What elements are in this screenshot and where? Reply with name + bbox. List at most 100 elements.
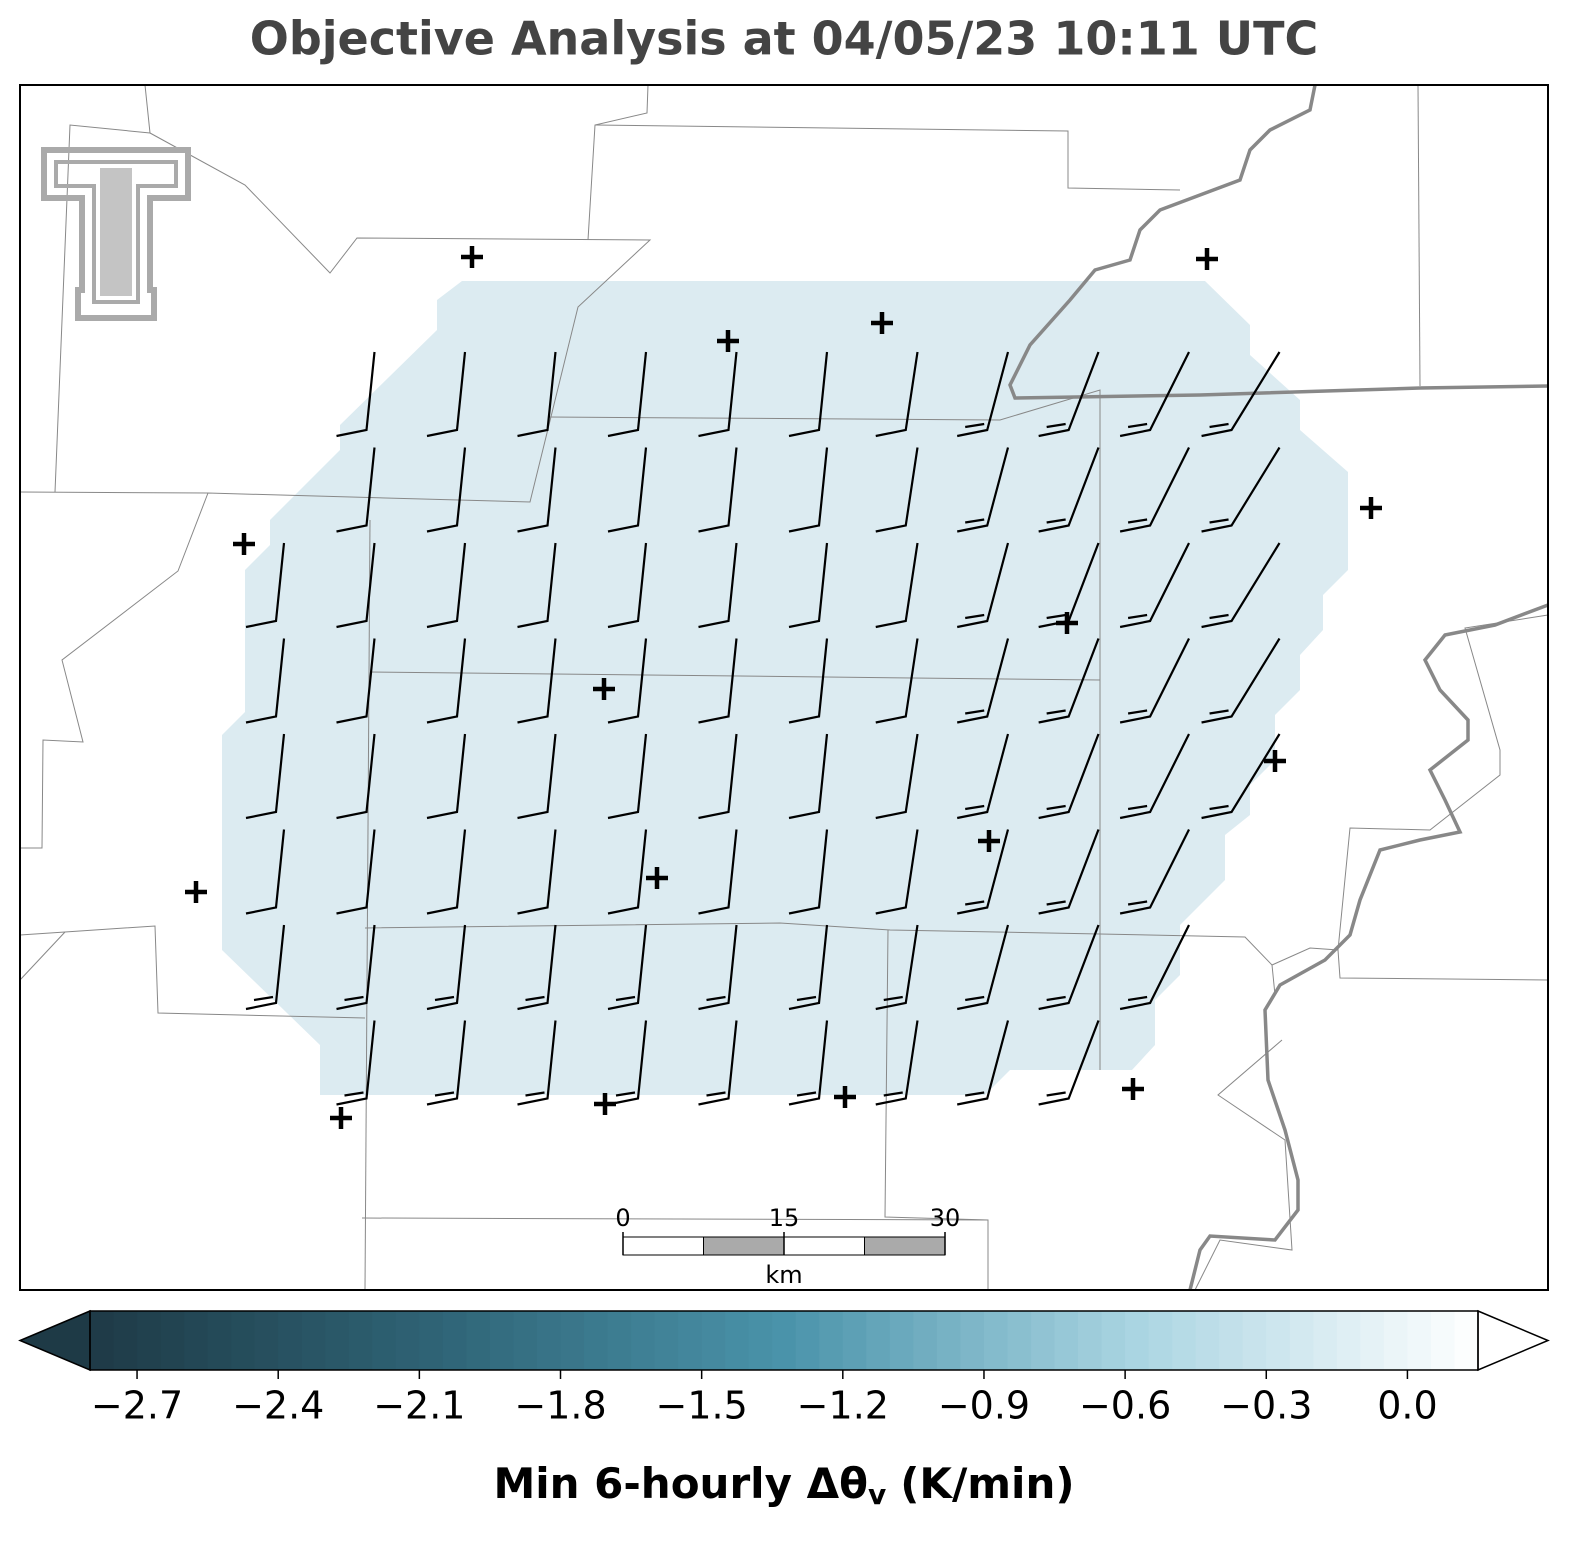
colorbar-step	[1336, 1311, 1361, 1370]
wind-barb	[956, 733, 1010, 820]
colorbar-step	[889, 1311, 914, 1370]
wind-barb	[1119, 351, 1190, 438]
station-markers	[185, 246, 1382, 1129]
scale-segment	[783, 1236, 865, 1256]
colorbar-step	[1031, 1311, 1056, 1370]
wind-barb	[956, 542, 1010, 629]
colorbar-step	[654, 1311, 679, 1370]
station-marker	[461, 246, 483, 268]
wind-barb	[336, 351, 376, 438]
colorbar-step	[325, 1311, 350, 1370]
wind-barbs	[245, 351, 1281, 1106]
wind-barb	[788, 542, 829, 629]
wind-barb	[336, 542, 376, 629]
colorbar-tick-label: 0.0	[1377, 1384, 1437, 1428]
wind-barb	[875, 924, 919, 1011]
colorbar-step	[1407, 1311, 1432, 1370]
scale-segment	[703, 1236, 785, 1256]
colorbar-label: Min 6-hourly Δθv (K/min)	[493, 1459, 1074, 1512]
colorbar-step	[1219, 1311, 1244, 1370]
wind-barb	[1038, 924, 1100, 1011]
wind-barb	[788, 1020, 829, 1106]
wind-barb	[517, 638, 557, 724]
wind-barb	[1201, 446, 1281, 533]
map: 0 15 30 km	[20, 85, 1548, 1290]
logo	[41, 147, 191, 321]
colorbar-tick-label: −1.2	[797, 1384, 889, 1428]
wind-barb	[698, 351, 738, 438]
wind-barb	[788, 733, 829, 820]
colorbar-step	[1454, 1311, 1479, 1370]
wind-barb	[875, 638, 919, 724]
colorbar-step	[584, 1311, 609, 1370]
wind-barb	[875, 542, 919, 629]
colorbar-step	[1289, 1311, 1314, 1370]
wind-barb	[788, 829, 829, 915]
colorbar-step	[1007, 1311, 1032, 1370]
wind-barb	[698, 638, 738, 724]
wind-barb	[1119, 924, 1190, 1011]
scale-tick-label: 0	[615, 1204, 630, 1232]
station-marker	[185, 881, 207, 903]
colorbar-step	[1430, 1311, 1456, 1370]
wind-barb	[607, 1020, 648, 1106]
colorbar-step	[1313, 1311, 1338, 1370]
wind-barb	[788, 924, 829, 1011]
scale-tick-label: 30	[930, 1204, 961, 1232]
wind-barb	[1038, 1020, 1100, 1106]
wind-barb	[517, 542, 557, 629]
wind-barb	[426, 542, 467, 629]
colorbar-step	[1242, 1311, 1267, 1370]
colorbar-step	[748, 1311, 773, 1370]
label-subscript: v	[868, 1478, 886, 1511]
colorbar-step	[866, 1311, 891, 1370]
colorbar-step	[207, 1311, 232, 1370]
wind-barb	[426, 351, 467, 438]
colorbar-step	[489, 1311, 515, 1370]
colorbar-step	[1266, 1311, 1291, 1370]
wind-barb	[607, 351, 648, 438]
colorbar-step	[983, 1311, 1009, 1370]
wind-barb	[1038, 351, 1100, 438]
colorbar-tick-label: −0.6	[1079, 1384, 1171, 1428]
station-marker	[233, 533, 255, 555]
station-marker	[594, 1093, 616, 1115]
wind-barb	[956, 447, 1010, 533]
wind-barb	[875, 1020, 919, 1106]
wind-barb	[517, 924, 557, 1011]
colorbar-step	[678, 1311, 703, 1370]
station-marker	[646, 867, 668, 889]
colorbar-step	[278, 1311, 303, 1370]
colorbar-tick-label: −0.3	[1220, 1384, 1312, 1428]
wind-barb	[1038, 638, 1100, 724]
scale-segment	[864, 1236, 946, 1256]
scale-unit: km	[765, 1261, 802, 1289]
colorbar-step	[90, 1311, 115, 1370]
wind-barb	[336, 733, 376, 820]
colorbar-step	[936, 1311, 962, 1370]
colorbar-step	[1148, 1311, 1173, 1370]
colorbar-step	[419, 1311, 444, 1370]
rivers	[1008, 85, 1548, 1290]
station-marker	[717, 330, 739, 352]
map-frame	[19, 84, 1549, 1291]
colorbar-step	[913, 1311, 938, 1370]
colorbar-tick-label: −2.7	[91, 1384, 183, 1428]
wind-barb	[1119, 638, 1190, 724]
colorbar-step	[1383, 1311, 1409, 1370]
colorbar-step	[301, 1311, 326, 1370]
station-marker	[1264, 750, 1286, 772]
wind-barb	[336, 638, 376, 724]
colorbar-step	[1172, 1311, 1197, 1370]
wind-barb	[1201, 542, 1281, 629]
wind-barb	[956, 351, 1010, 438]
wind-barb	[956, 829, 1010, 915]
wind-barb	[336, 447, 376, 533]
title: Objective Analysis at 04/05/23 10:11 UTC	[250, 12, 1319, 66]
wind-barb	[517, 1020, 557, 1106]
colorbar: −2.7 −2.4 −2.1 −1.8 −1.5 −1.2 −0.9 −0.6 −0.3 0.0	[18, 1309, 1550, 1428]
wind-barb	[607, 733, 648, 820]
colorbar-step	[631, 1311, 656, 1370]
wind-barb	[1201, 637, 1281, 724]
